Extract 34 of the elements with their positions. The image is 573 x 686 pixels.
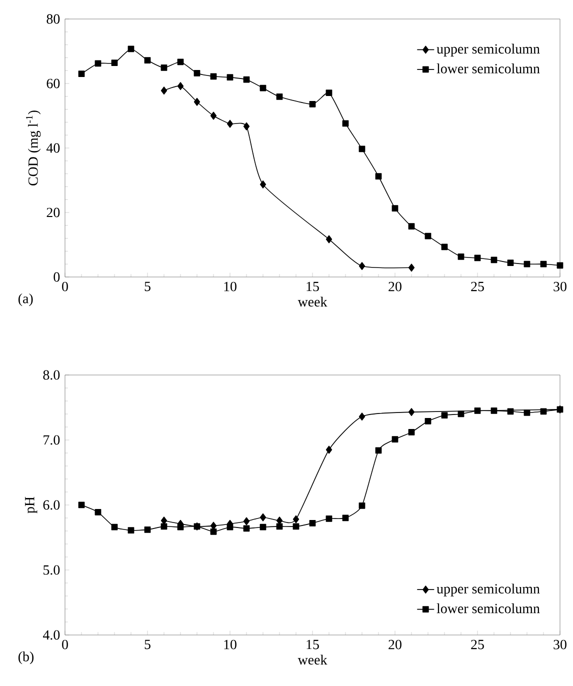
y-tick-label: 80 xyxy=(46,14,60,24)
y-tick-label: 7.0 xyxy=(44,435,60,445)
x-tick-label: 30 xyxy=(554,282,566,292)
y-axis-title: pH xyxy=(25,496,38,514)
x-tick-label: 20 xyxy=(388,282,402,292)
y-tick-label: 20 xyxy=(46,208,60,218)
y-tick-label: 0 xyxy=(54,272,60,282)
x-tick-label: 5 xyxy=(144,640,150,650)
y-tick-label: 6.0 xyxy=(43,500,60,510)
text: (a) xyxy=(18,293,33,306)
y-tick-label: 8.0 xyxy=(43,370,60,380)
x-tick-label: 15 xyxy=(306,640,319,650)
legend-label: lower semicolumn xyxy=(436,64,540,74)
y-axis-title: COD (mg l$^{-1}$) xyxy=(26,110,41,186)
y-tick-label: 40 xyxy=(46,143,60,153)
x-axis-title: week xyxy=(298,296,328,307)
y-tick-label: 5.0 xyxy=(44,565,60,575)
x-tick-label: 20 xyxy=(388,640,402,650)
x-tick-label: 0 xyxy=(62,640,68,650)
x-tick-label: 10 xyxy=(224,282,236,292)
x-tick-label: 25 xyxy=(471,640,484,650)
x-tick-label: 15 xyxy=(306,282,319,292)
x-tick-label: 25 xyxy=(471,282,484,292)
legend-label: lower semicolumn xyxy=(436,603,540,614)
legend-label: upper semicolumn xyxy=(436,44,540,56)
x-tick-label: 5 xyxy=(144,282,150,292)
x-tick-label: 0 xyxy=(62,282,68,292)
x-axis-title: week xyxy=(298,654,328,665)
x-tick-label: 30 xyxy=(554,640,566,650)
legend-label: upper semicolumn xyxy=(436,584,540,596)
text: (b) xyxy=(18,652,34,664)
x-tick-label: 10 xyxy=(224,640,236,650)
y-tick-label: 4.0 xyxy=(42,630,60,640)
y-tick-label: 60 xyxy=(46,78,60,88)
